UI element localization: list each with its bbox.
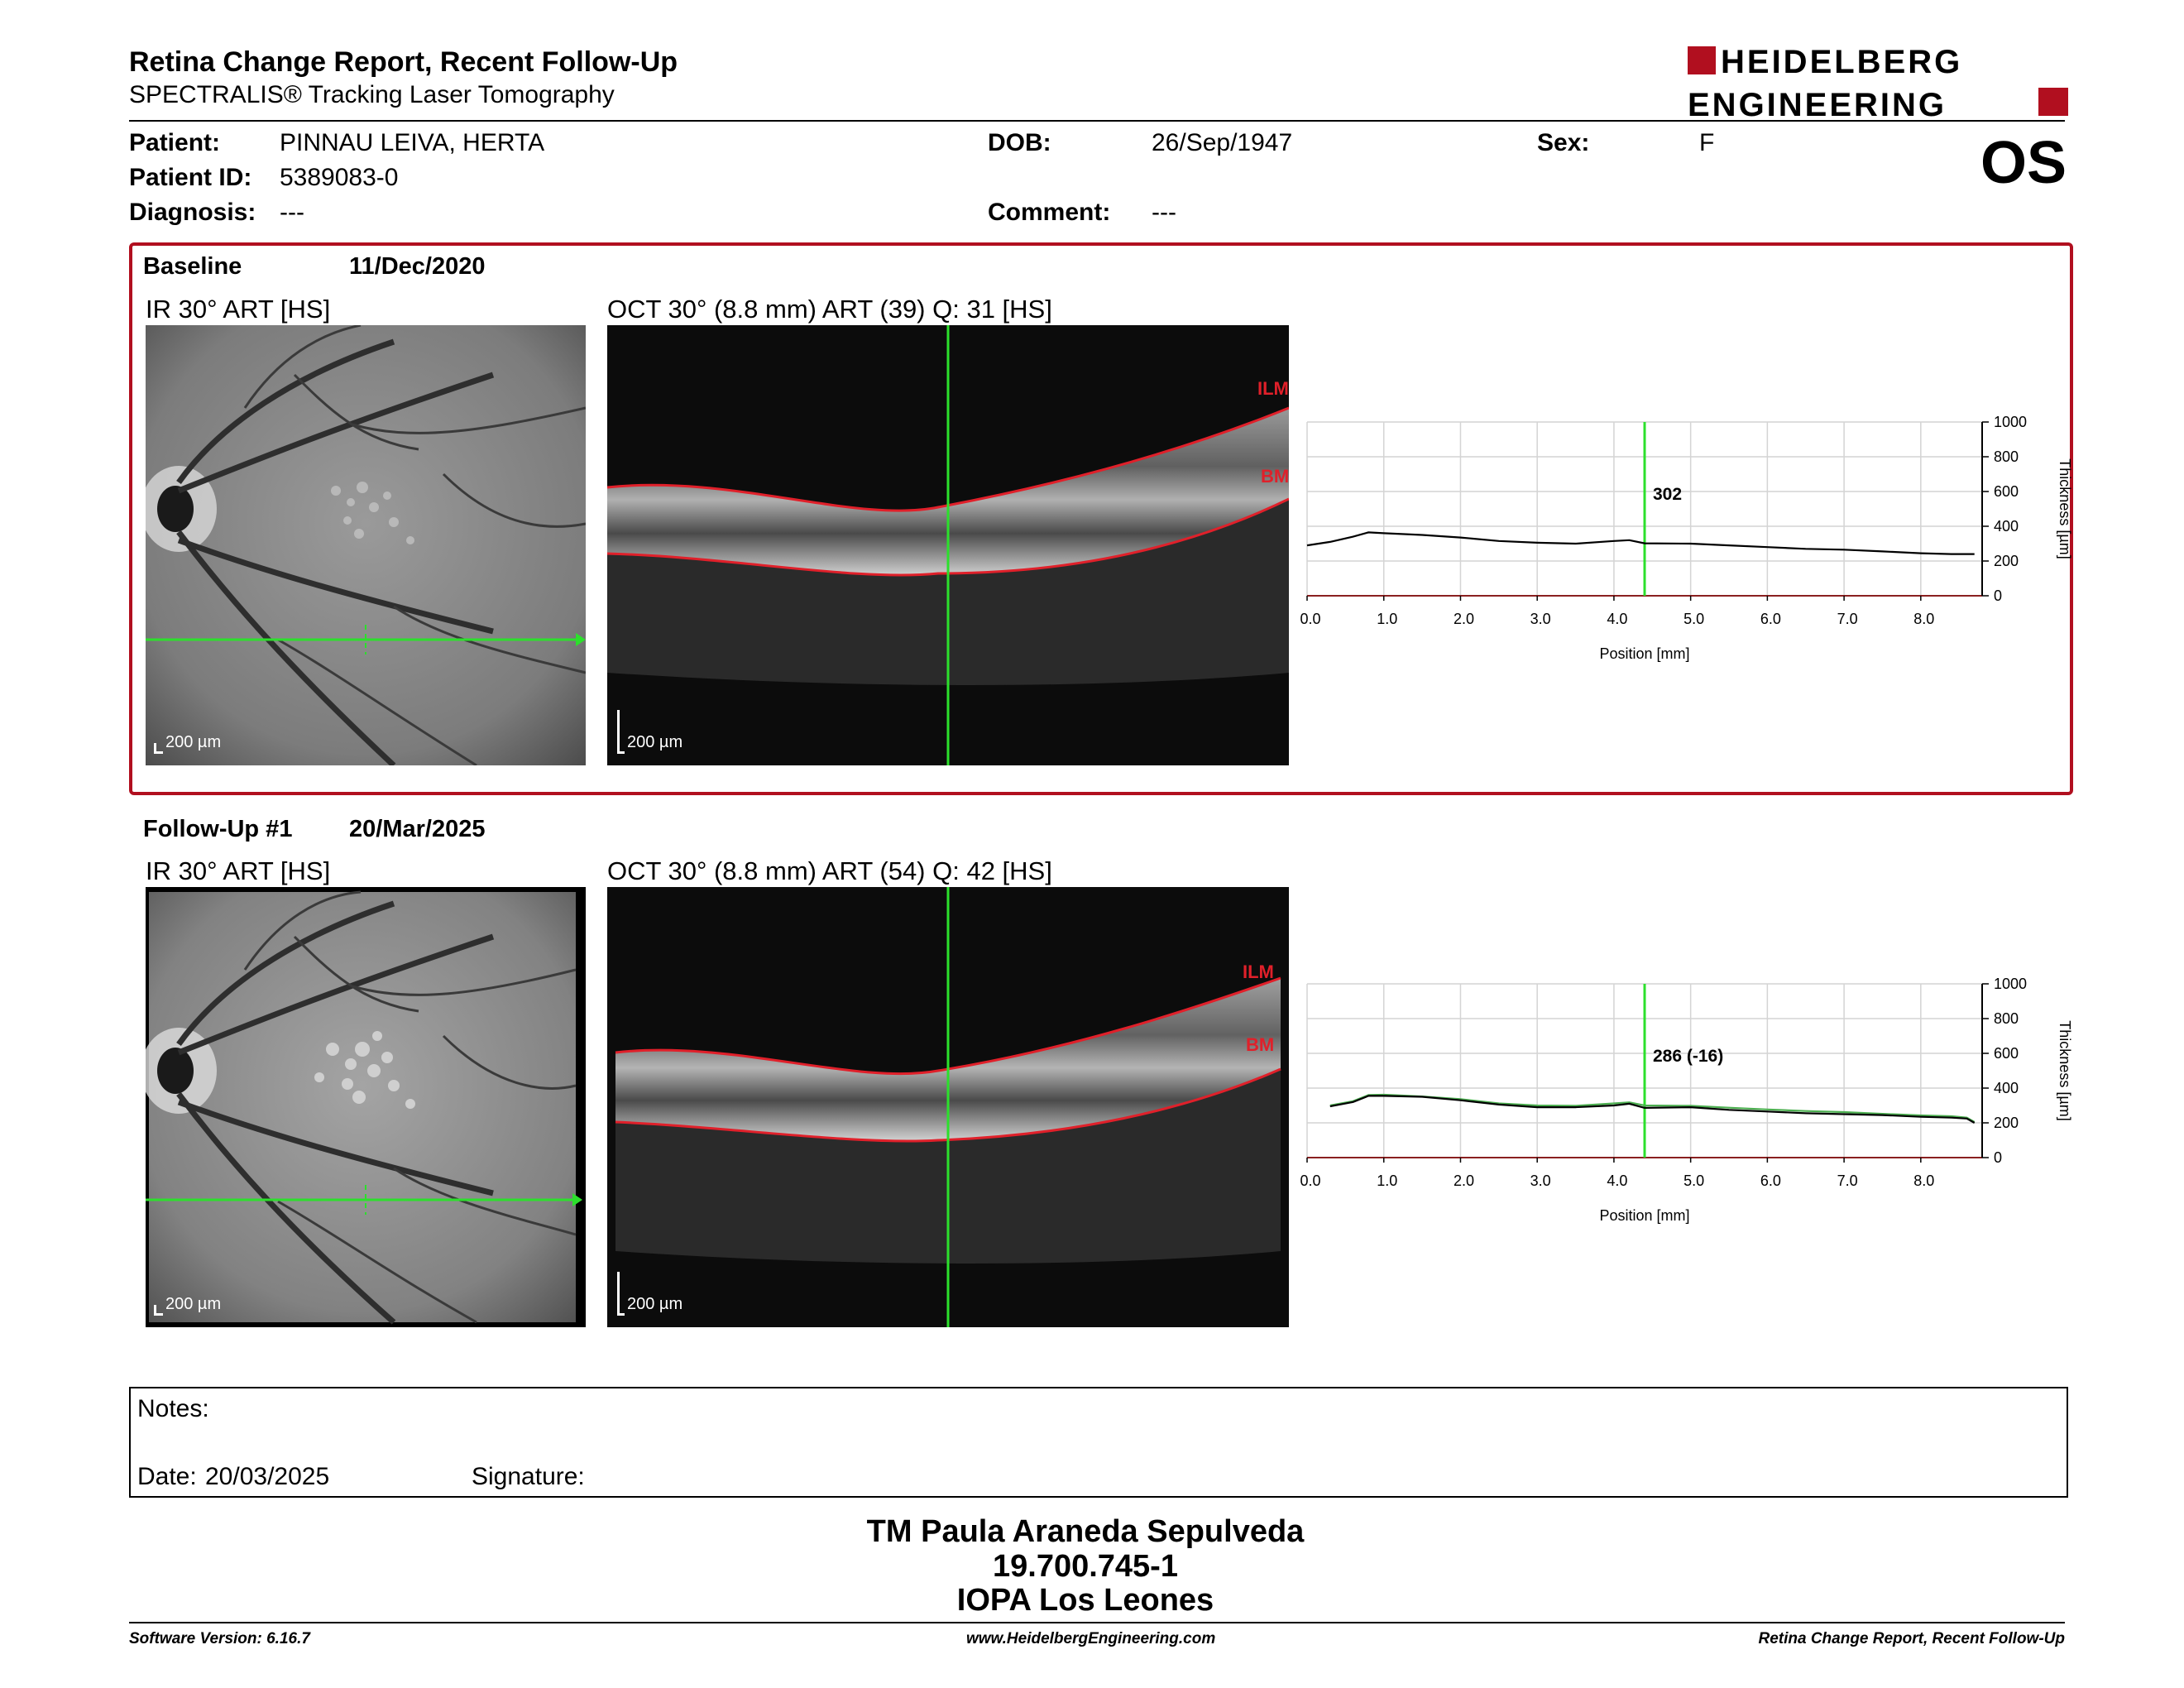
sex-value: F — [1699, 129, 1715, 156]
x-tick-label: 0.0 — [1300, 1172, 1320, 1189]
y-tick-label: 200 — [1994, 1115, 2019, 1131]
baseline-oct-caption: OCT 30° (8.8 mm) ART (39) Q: 31 [HS] — [607, 295, 1052, 324]
y-tick-label: 1000 — [1994, 976, 2027, 992]
report-subtitle: SPECTRALIS® Tracking Laser Tomography — [129, 81, 615, 108]
followup-label: Follow-Up #1 — [143, 816, 293, 842]
dob-label: DOB: — [988, 129, 1051, 156]
header-divider — [129, 120, 2065, 122]
x-tick-label: 8.0 — [1913, 1172, 1934, 1189]
x-tick-label: 8.0 — [1913, 611, 1934, 627]
footer-divider — [129, 1622, 2065, 1623]
baseline-ir-fundus-image: 200 µm — [146, 325, 586, 765]
footer-report-name: Retina Change Report, Recent Follow-Up — [1758, 1630, 2065, 1647]
y-tick-label: 400 — [1994, 518, 2019, 535]
baseline-bm-label: BM — [1261, 466, 1289, 487]
x-axis-label: Position [mm] — [1599, 1207, 1689, 1224]
y-tick-label: 800 — [1994, 1010, 2019, 1027]
patient-id: 5389083-0 — [280, 164, 399, 191]
x-tick-label: 4.0 — [1607, 1172, 1627, 1189]
x-tick-label: 7.0 — [1837, 611, 1858, 627]
x-tick-label: 2.0 — [1454, 611, 1474, 627]
patient-name: PINNAU LEIVA, HERTA — [280, 129, 545, 156]
notes-date-value: 20/03/2025 — [205, 1463, 330, 1490]
followup-ilm-label: ILM — [1243, 961, 1274, 982]
software-version: Software Version: 6.16.7 — [129, 1630, 310, 1647]
notes-box: Notes: Date: 20/03/2025 Signature: — [129, 1387, 2068, 1498]
baseline-date: 11/Dec/2020 — [349, 253, 486, 280]
report-title: Retina Change Report, Recent Follow-Up — [129, 46, 678, 78]
y-tick-label: 0 — [1994, 1149, 2002, 1166]
followup-ir-scale: 200 µm — [165, 1295, 222, 1313]
operator-institution: IOPA Los Leones — [956, 1583, 1214, 1618]
marker-value-label: 286 (-16) — [1653, 1047, 1723, 1066]
followup-oct-scale: 200 µm — [627, 1295, 683, 1313]
y-tick-label: 600 — [1994, 1045, 2019, 1062]
x-tick-label: 6.0 — [1760, 1172, 1781, 1189]
followup-ir-caption: IR 30° ART [HS] — [146, 856, 331, 885]
marker-value-label: 302 — [1653, 485, 1682, 504]
x-tick-label: 4.0 — [1607, 611, 1627, 627]
x-tick-label: 7.0 — [1837, 1172, 1858, 1189]
x-tick-label: 5.0 — [1684, 611, 1704, 627]
y-tick-label: 0 — [1994, 587, 2002, 604]
followup-thickness-chart: 0.0 1.0 2.0 3.0 4.0 5.0 6.0 7.0 8.0 0 200 400 600 800… — [1300, 976, 2073, 1224]
baseline-label: Baseline — [143, 253, 242, 280]
patient-label: Patient: — [129, 129, 221, 156]
x-tick-label: 5.0 — [1684, 1172, 1704, 1189]
followup-bm-label: BM — [1246, 1034, 1274, 1055]
baseline-oct-bscan-image: ILM BM 200 µm — [607, 325, 1289, 765]
y-tick-label: 1000 — [1994, 414, 2027, 430]
operator-name: TM Paula Araneda Sepulveda — [866, 1514, 1305, 1549]
x-tick-label: 3.0 — [1530, 1172, 1551, 1189]
website-link[interactable]: www.HeidelbergEngineering.com — [966, 1630, 1216, 1647]
signature-label: Signature: — [472, 1463, 585, 1490]
svg-text:ENGINEERING: ENGINEERING — [1688, 87, 1947, 122]
baseline-ir-caption: IR 30° ART [HS] — [146, 295, 331, 324]
baseline-section — [129, 242, 2073, 795]
x-tick-label: 3.0 — [1530, 611, 1551, 627]
followup-ir-fundus-image: 200 µm — [146, 887, 586, 1327]
y-axis-label: Thickness [µm] — [2057, 458, 2073, 559]
x-tick-label: 1.0 — [1377, 1172, 1397, 1189]
x-axis-label: Position [mm] — [1599, 645, 1689, 662]
thickness-series-line — [1329, 1095, 1976, 1124]
x-tick-label: 6.0 — [1760, 611, 1781, 627]
dob-value: 26/Sep/1947 — [1152, 129, 1293, 156]
x-tick-label: 2.0 — [1454, 1172, 1474, 1189]
svg-text:HEIDELBERG: HEIDELBERG — [1721, 44, 1962, 80]
baseline-oct-scale: 200 µm — [627, 733, 683, 751]
baseline-ir-scale: 200 µm — [165, 733, 222, 751]
thickness-series-line — [1306, 531, 1975, 555]
patient-id-label: Patient ID: — [129, 164, 252, 191]
diagnosis-value: --- — [280, 199, 304, 226]
y-tick-label: 200 — [1994, 553, 2019, 569]
comment-label: Comment: — [988, 199, 1111, 226]
x-tick-label: 1.0 — [1377, 611, 1397, 627]
y-axis-label: Thickness [µm] — [2057, 1020, 2073, 1120]
y-tick-label: 400 — [1994, 1080, 2019, 1096]
notes-label: Notes: — [137, 1395, 209, 1422]
followup-oct-bscan-image: ILM BM 200 µm — [607, 887, 1289, 1327]
comment-value: --- — [1152, 199, 1176, 226]
followup-oct-caption: OCT 30° (8.8 mm) ART (54) Q: 42 [HS] — [607, 856, 1052, 885]
heidelberg-logo: HEIDELBERG ENGINEERING — [1688, 44, 2068, 122]
operator-rut: 19.700.745-1 — [993, 1549, 1178, 1584]
y-tick-label: 600 — [1994, 483, 2019, 500]
diagnosis-label: Diagnosis: — [129, 199, 256, 226]
x-tick-label: 0.0 — [1300, 611, 1320, 627]
followup-date: 20/Mar/2025 — [349, 816, 486, 842]
baseline-ilm-label: ILM — [1257, 378, 1289, 399]
y-tick-label: 800 — [1994, 448, 2019, 465]
eye-indicator: OS — [1980, 130, 2067, 196]
sex-label: Sex: — [1537, 129, 1590, 156]
notes-date-label: Date: — [137, 1463, 197, 1490]
baseline-thickness-chart: 0.0 1.0 2.0 3.0 4.0 5.0 6.0 7.0 8.0 0 200 400 600 800… — [1300, 414, 2073, 662]
